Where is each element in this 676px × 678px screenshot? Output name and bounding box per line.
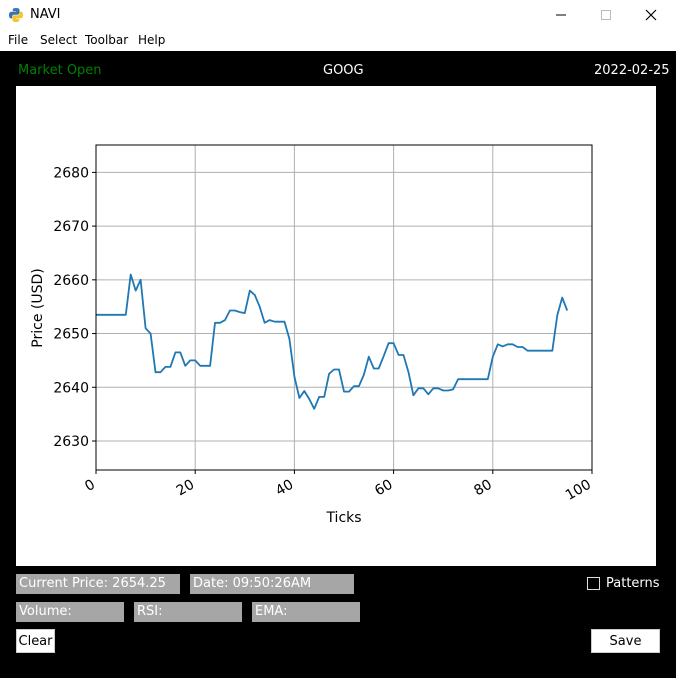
menu-toolbar[interactable]: Toolbar bbox=[85, 33, 129, 47]
x-tick-label: 60 bbox=[372, 477, 395, 500]
y-tick-label: 2630 bbox=[53, 434, 89, 450]
y-tick-label: 2640 bbox=[53, 380, 89, 396]
current-price-field: Current Price: 2654.25 bbox=[16, 574, 180, 594]
plot-frame bbox=[95, 144, 593, 471]
x-tick-label: 100 bbox=[563, 477, 594, 504]
ema-field: EMA: bbox=[252, 602, 360, 622]
minimize-icon bbox=[556, 14, 566, 16]
window-title: NAVI bbox=[30, 7, 61, 22]
title-bar: NAVI bbox=[0, 0, 676, 30]
price-series-line bbox=[96, 273, 569, 410]
save-data-button[interactable]: Save Data bbox=[591, 629, 660, 673]
market-status: Market Open bbox=[18, 63, 102, 78]
y-tick-label: 2660 bbox=[53, 273, 89, 289]
x-tick-label: 40 bbox=[273, 477, 296, 500]
price-chart: 0 20 40 60 80 100 2630 2640 2650 2660 2670 2680 Tic… bbox=[16, 86, 656, 566]
python-logo-icon bbox=[9, 8, 23, 22]
y-tick-label: 2650 bbox=[53, 327, 89, 343]
price-chart-svg: 0 20 40 60 80 100 2630 2640 2650 2660 2670 2680 Tic… bbox=[30, 144, 594, 526]
close-icon bbox=[645, 9, 657, 21]
patterns-checkbox[interactable] bbox=[587, 577, 600, 590]
x-axis-label: Ticks bbox=[325, 510, 361, 526]
x-tick-label: 20 bbox=[174, 477, 197, 500]
rsi-field: RSI: bbox=[134, 602, 242, 622]
y-axis-label: Price (USD) bbox=[30, 268, 46, 347]
patterns-label: Patterns bbox=[606, 576, 660, 591]
menu-select[interactable]: Select bbox=[40, 33, 78, 47]
menu-file[interactable]: File bbox=[8, 33, 29, 47]
clear-button[interactable]: Clear bbox=[16, 629, 55, 653]
close-button[interactable] bbox=[628, 0, 674, 30]
maximize-button[interactable] bbox=[583, 0, 629, 30]
maximize-icon bbox=[601, 10, 611, 20]
main-panel: Market Open GOOG 2022-02-25 0 20 40 60 80 100… bbox=[0, 51, 676, 673]
y-tick-label: 2670 bbox=[53, 219, 89, 235]
menu-bar: File Select Toolbar Help bbox=[0, 30, 676, 51]
menu-help[interactable]: Help bbox=[138, 33, 166, 47]
volume-field: Volume: bbox=[16, 602, 124, 622]
x-tick-label: 0 bbox=[82, 477, 98, 495]
ticker-label: GOOG bbox=[323, 63, 364, 78]
minimize-button[interactable] bbox=[538, 0, 584, 30]
x-tick-label: 80 bbox=[471, 477, 494, 500]
date-label: 2022-02-25 bbox=[594, 63, 670, 78]
date-field: Date: 09:50:26AM bbox=[190, 574, 354, 594]
y-tick-label: 2680 bbox=[53, 165, 89, 181]
